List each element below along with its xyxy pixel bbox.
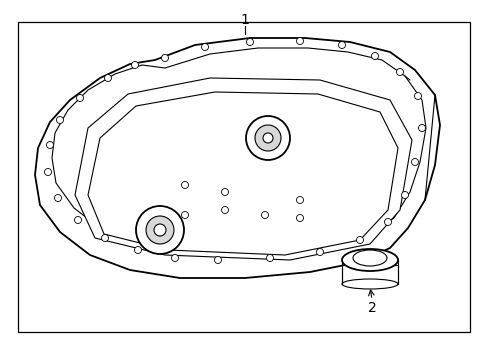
Circle shape bbox=[45, 168, 51, 175]
Circle shape bbox=[134, 247, 142, 253]
Circle shape bbox=[54, 194, 62, 202]
Circle shape bbox=[201, 44, 209, 50]
Circle shape bbox=[146, 216, 174, 244]
Circle shape bbox=[101, 234, 108, 242]
Bar bbox=[18, 22, 470, 332]
Polygon shape bbox=[75, 78, 412, 260]
Circle shape bbox=[181, 211, 189, 219]
Circle shape bbox=[136, 206, 184, 254]
Circle shape bbox=[131, 62, 139, 68]
Circle shape bbox=[357, 237, 364, 243]
Polygon shape bbox=[35, 38, 440, 278]
Circle shape bbox=[246, 39, 253, 45]
Circle shape bbox=[385, 219, 392, 225]
Circle shape bbox=[162, 54, 169, 62]
Circle shape bbox=[56, 117, 64, 123]
Circle shape bbox=[104, 75, 112, 81]
Circle shape bbox=[296, 215, 303, 221]
Text: 2: 2 bbox=[368, 301, 376, 315]
Circle shape bbox=[296, 37, 303, 45]
Circle shape bbox=[339, 41, 345, 49]
Circle shape bbox=[246, 116, 290, 160]
Polygon shape bbox=[52, 48, 426, 250]
Circle shape bbox=[412, 158, 418, 166]
Circle shape bbox=[215, 256, 221, 264]
Circle shape bbox=[396, 68, 403, 76]
Circle shape bbox=[47, 141, 53, 148]
Text: 1: 1 bbox=[241, 13, 249, 27]
Circle shape bbox=[221, 207, 228, 213]
Circle shape bbox=[371, 53, 378, 59]
Polygon shape bbox=[342, 265, 398, 284]
Circle shape bbox=[181, 181, 189, 189]
Circle shape bbox=[296, 197, 303, 203]
Circle shape bbox=[267, 255, 273, 261]
Circle shape bbox=[263, 133, 273, 143]
Ellipse shape bbox=[342, 279, 398, 289]
Circle shape bbox=[221, 189, 228, 195]
Circle shape bbox=[317, 248, 323, 256]
Circle shape bbox=[76, 94, 83, 102]
Circle shape bbox=[418, 125, 425, 131]
Circle shape bbox=[255, 125, 281, 151]
Ellipse shape bbox=[342, 249, 398, 271]
Circle shape bbox=[415, 93, 421, 99]
Ellipse shape bbox=[353, 250, 387, 266]
Circle shape bbox=[401, 192, 409, 198]
Polygon shape bbox=[88, 92, 398, 255]
Circle shape bbox=[154, 224, 166, 236]
Circle shape bbox=[172, 255, 178, 261]
Circle shape bbox=[74, 216, 81, 224]
Circle shape bbox=[262, 211, 269, 219]
